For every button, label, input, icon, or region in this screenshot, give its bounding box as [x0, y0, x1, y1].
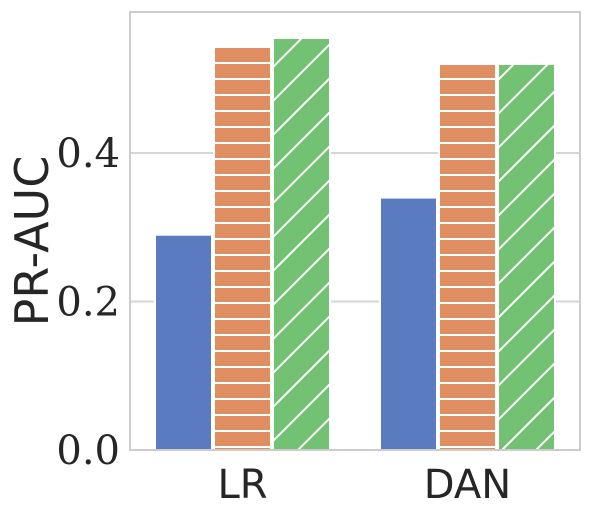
x-tick-label-lr: LR — [217, 462, 267, 508]
bar-lr-series-1 — [154, 233, 213, 451]
bar-lr-series-2 — [213, 44, 272, 452]
y-tick-labels: 0.0 0.2 0.4 — [56, 131, 120, 474]
y-tick-label: 0.0 — [56, 428, 120, 474]
y-axis-label: PR-AUC — [5, 156, 59, 327]
plot-frame — [129, 11, 581, 451]
bar-lr-series-3 — [272, 36, 331, 451]
bar-dan-series-1 — [379, 196, 438, 451]
bar-dan-series-3 — [497, 62, 556, 452]
bar-dan-series-2 — [438, 62, 497, 452]
y-tick-label: 0.2 — [56, 280, 120, 326]
bars — [154, 36, 556, 452]
x-tick-labels: LR DAN — [217, 462, 511, 508]
y-tick-label: 0.4 — [56, 131, 120, 177]
x-tick-label-dan: DAN — [424, 462, 511, 508]
